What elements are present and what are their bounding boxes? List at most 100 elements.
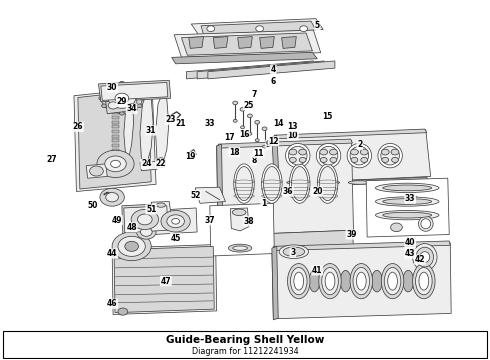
Circle shape: [118, 236, 146, 256]
Text: 48: 48: [126, 223, 137, 232]
Circle shape: [140, 96, 145, 100]
FancyBboxPatch shape: [3, 330, 487, 357]
Ellipse shape: [350, 264, 372, 299]
Circle shape: [115, 93, 129, 103]
Ellipse shape: [419, 272, 429, 290]
Bar: [112, 116, 119, 119]
Polygon shape: [217, 140, 353, 235]
Ellipse shape: [347, 143, 371, 168]
Ellipse shape: [156, 158, 166, 168]
Polygon shape: [217, 144, 223, 236]
Circle shape: [109, 84, 114, 87]
Polygon shape: [197, 61, 324, 79]
Ellipse shape: [279, 245, 309, 258]
Ellipse shape: [353, 267, 369, 295]
Ellipse shape: [356, 272, 366, 290]
Ellipse shape: [384, 267, 401, 295]
Text: 33: 33: [204, 119, 215, 128]
Circle shape: [137, 104, 142, 108]
Ellipse shape: [289, 149, 297, 155]
Polygon shape: [195, 187, 225, 203]
Polygon shape: [230, 208, 249, 231]
Bar: [112, 102, 119, 105]
Text: 51: 51: [146, 205, 156, 214]
Text: 1: 1: [261, 199, 266, 208]
Text: 4: 4: [270, 65, 276, 74]
Bar: [112, 158, 119, 161]
Ellipse shape: [309, 270, 320, 292]
Polygon shape: [189, 37, 203, 48]
Ellipse shape: [381, 146, 399, 165]
Polygon shape: [174, 30, 321, 57]
Polygon shape: [151, 202, 171, 214]
Ellipse shape: [416, 267, 432, 295]
Circle shape: [255, 121, 260, 124]
Circle shape: [167, 215, 184, 228]
Text: 5: 5: [315, 21, 320, 30]
Text: 2: 2: [357, 140, 363, 149]
Circle shape: [137, 225, 156, 239]
Ellipse shape: [381, 264, 404, 299]
Ellipse shape: [317, 143, 341, 168]
Bar: [112, 121, 119, 124]
Ellipse shape: [157, 203, 165, 207]
Circle shape: [111, 160, 121, 167]
Text: 11: 11: [253, 149, 264, 158]
Circle shape: [172, 219, 179, 224]
Ellipse shape: [360, 149, 368, 155]
Ellipse shape: [319, 167, 336, 201]
Polygon shape: [210, 203, 274, 256]
Text: Guide-Bearing Shell Yellow: Guide-Bearing Shell Yellow: [166, 335, 324, 345]
Ellipse shape: [325, 272, 335, 290]
Text: 21: 21: [175, 119, 186, 128]
Polygon shape: [272, 243, 451, 319]
Ellipse shape: [264, 167, 280, 201]
Circle shape: [99, 96, 104, 100]
Ellipse shape: [350, 149, 358, 155]
Ellipse shape: [330, 149, 337, 155]
Circle shape: [130, 109, 135, 113]
Circle shape: [101, 89, 106, 93]
Ellipse shape: [392, 157, 398, 162]
Ellipse shape: [286, 143, 310, 168]
Text: 9: 9: [266, 140, 271, 149]
Ellipse shape: [294, 272, 304, 290]
Text: 27: 27: [47, 155, 57, 164]
Text: 10: 10: [288, 131, 298, 140]
Circle shape: [256, 26, 264, 32]
Polygon shape: [273, 241, 450, 251]
Text: 52: 52: [190, 190, 200, 199]
Polygon shape: [270, 177, 429, 188]
Polygon shape: [201, 21, 316, 35]
Ellipse shape: [418, 216, 433, 231]
Ellipse shape: [391, 149, 399, 155]
Text: 17: 17: [224, 133, 235, 142]
Circle shape: [233, 101, 238, 105]
Ellipse shape: [292, 167, 308, 201]
Ellipse shape: [232, 209, 246, 216]
Ellipse shape: [375, 183, 439, 193]
Text: 6: 6: [270, 77, 276, 86]
Text: 3: 3: [290, 248, 295, 257]
Text: 22: 22: [156, 159, 166, 168]
Ellipse shape: [322, 267, 338, 295]
Circle shape: [300, 26, 308, 32]
Circle shape: [97, 150, 134, 177]
Ellipse shape: [318, 164, 338, 203]
Ellipse shape: [290, 157, 296, 162]
Ellipse shape: [319, 264, 341, 299]
Circle shape: [101, 83, 143, 113]
Circle shape: [138, 214, 152, 225]
Text: 40: 40: [405, 238, 416, 247]
Text: 13: 13: [288, 122, 298, 131]
Ellipse shape: [420, 252, 430, 262]
Text: 50: 50: [87, 201, 98, 210]
Circle shape: [247, 114, 252, 118]
Ellipse shape: [299, 149, 307, 155]
Ellipse shape: [383, 199, 432, 204]
Polygon shape: [98, 80, 171, 102]
Circle shape: [120, 112, 124, 115]
Circle shape: [109, 109, 114, 113]
Ellipse shape: [348, 181, 370, 184]
Bar: [112, 135, 119, 138]
